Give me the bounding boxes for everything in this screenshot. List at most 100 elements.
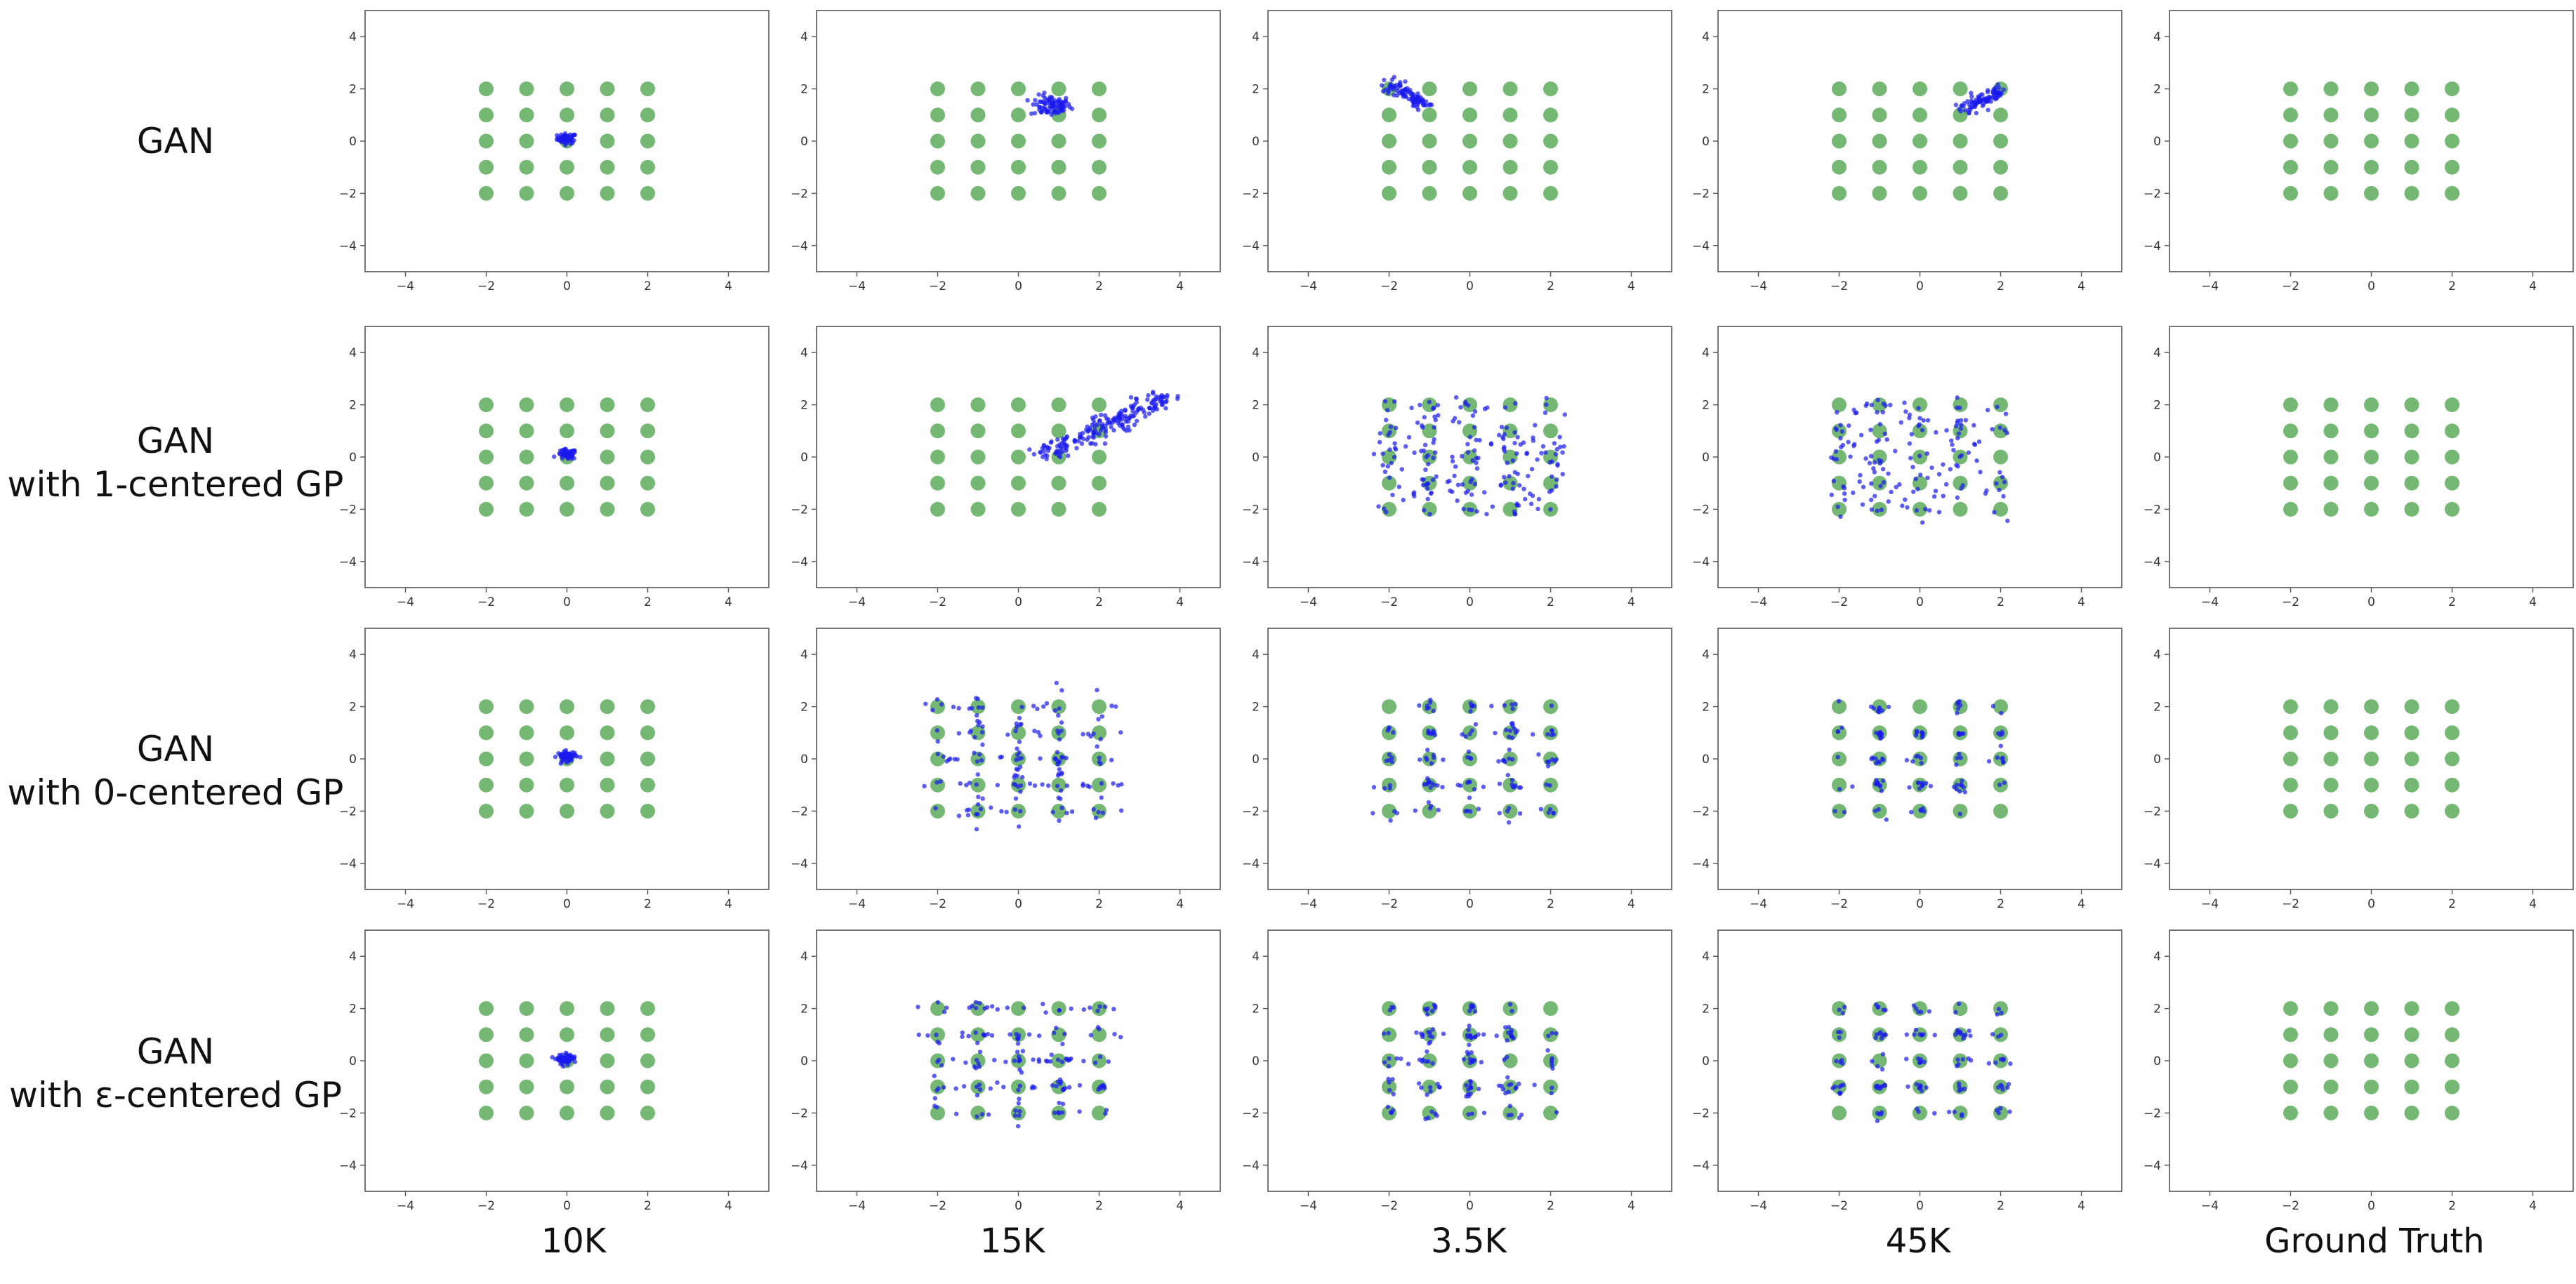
real-point xyxy=(1462,185,1477,201)
x-tick-label: 0 xyxy=(2367,897,2375,911)
generated-point xyxy=(1838,436,1843,441)
real-point xyxy=(1832,81,1847,97)
y-tick-label: −4 xyxy=(791,857,808,871)
generated-point xyxy=(1059,440,1064,446)
generated-point xyxy=(972,750,977,755)
generated-point xyxy=(1057,767,1062,772)
generated-point xyxy=(1469,704,1474,709)
generated-point xyxy=(1045,1059,1050,1064)
generated-point xyxy=(1834,428,1839,432)
generated-point xyxy=(1031,102,1036,107)
generated-point xyxy=(1986,107,1990,112)
y-tick-label: 0 xyxy=(800,451,808,465)
generated-point xyxy=(1069,809,1075,814)
generated-point xyxy=(1514,503,1519,508)
generated-point xyxy=(1460,482,1465,487)
generated-point xyxy=(1501,757,1507,763)
generated-point xyxy=(1509,1112,1514,1118)
real-point xyxy=(519,1105,534,1120)
real-point xyxy=(1051,501,1066,517)
real-point xyxy=(930,133,945,149)
real-point xyxy=(2323,475,2339,491)
real-point xyxy=(1993,185,2008,201)
generated-point xyxy=(1966,450,1971,455)
x-tick-label: −4 xyxy=(1300,279,1317,293)
generated-point xyxy=(1544,402,1549,407)
real-point xyxy=(560,1105,574,1120)
real-point xyxy=(479,803,494,819)
generated-point xyxy=(1886,499,1891,504)
real-point xyxy=(1051,133,1066,149)
real-point xyxy=(1993,501,2008,517)
generated-point xyxy=(923,701,928,706)
x-tick-label: −2 xyxy=(2282,1199,2299,1213)
real-point xyxy=(2445,777,2459,793)
generated-point xyxy=(1021,1005,1026,1010)
generated-point xyxy=(1507,1104,1512,1108)
generated-point xyxy=(1878,1030,1883,1035)
generated-point xyxy=(1069,1006,1074,1011)
generated-point xyxy=(1431,440,1436,445)
generated-point xyxy=(1058,1079,1064,1084)
generated-point xyxy=(1913,1027,1919,1033)
generated-point xyxy=(1388,424,1394,430)
generated-point xyxy=(1554,477,1559,482)
real-point xyxy=(600,1105,615,1120)
generated-point xyxy=(1423,1116,1428,1122)
row-label-line1: GAN xyxy=(136,729,215,769)
real-point xyxy=(2323,159,2339,175)
y-tick-label: 2 xyxy=(1702,83,1710,97)
generated-point xyxy=(1387,1080,1392,1085)
generated-point xyxy=(564,1050,569,1055)
generated-point xyxy=(1550,1063,1554,1068)
x-tick-label: −2 xyxy=(1830,897,1848,911)
generated-point xyxy=(1860,502,1865,507)
generated-point xyxy=(1842,1005,1847,1010)
real-point xyxy=(2283,751,2298,767)
generated-point xyxy=(1874,1032,1880,1037)
generated-point xyxy=(1059,772,1064,776)
generated-point xyxy=(1835,504,1840,510)
generated-point xyxy=(1992,86,1997,91)
generated-point xyxy=(1958,755,1963,760)
generated-point xyxy=(937,1040,942,1046)
generated-point xyxy=(1474,509,1479,514)
real-point xyxy=(1543,107,1558,123)
real-point xyxy=(1462,133,1477,149)
real-point xyxy=(2323,725,2339,741)
generated-point xyxy=(1027,781,1033,786)
x-tick-label: 0 xyxy=(1916,1199,1924,1213)
generated-point xyxy=(1013,796,1019,801)
generated-point xyxy=(1957,454,1962,459)
generated-point xyxy=(1506,820,1512,825)
generated-point xyxy=(1417,757,1422,762)
real-point xyxy=(930,449,945,465)
real-point xyxy=(2323,751,2339,767)
x-tick-label: 0 xyxy=(1015,595,1022,609)
generated-point xyxy=(1554,484,1559,489)
generated-point xyxy=(1547,807,1553,812)
generated-point xyxy=(1931,494,1937,499)
generated-point xyxy=(1877,706,1882,711)
real-point xyxy=(970,475,986,491)
generated-point xyxy=(1505,809,1510,814)
generated-point xyxy=(975,696,980,701)
generated-point xyxy=(1923,507,1928,512)
generated-point xyxy=(1555,461,1560,467)
real-point xyxy=(1872,1053,1887,1068)
generated-point xyxy=(1380,451,1385,456)
real-point xyxy=(1543,725,1558,741)
real-point xyxy=(600,449,615,465)
generated-point xyxy=(1391,1092,1396,1097)
generated-point xyxy=(1467,795,1472,800)
generated-point xyxy=(1510,1008,1514,1014)
y-tick-label: −4 xyxy=(1692,857,1710,871)
real-point xyxy=(479,1027,494,1043)
generated-point xyxy=(975,759,980,764)
generated-point xyxy=(1837,1090,1842,1095)
generated-point xyxy=(1419,449,1424,454)
generated-point xyxy=(1962,790,1967,795)
generated-point xyxy=(1091,807,1096,812)
x-tick-label: −4 xyxy=(1750,1199,1767,1213)
real-point xyxy=(600,803,615,819)
